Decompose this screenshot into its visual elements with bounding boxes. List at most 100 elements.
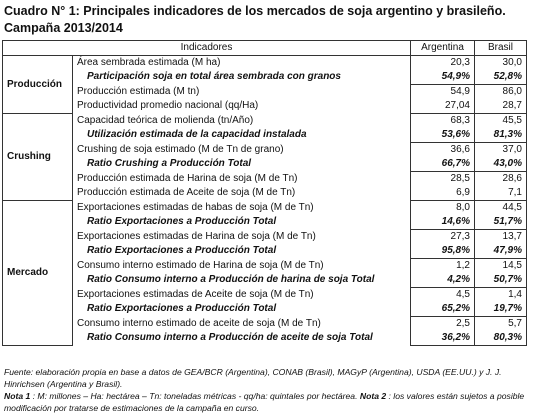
brasil-value: 44,5 [474, 200, 527, 215]
header-row: Indicadores Argentina Brasil [2, 40, 527, 56]
brasil-value: 5,7 [474, 316, 527, 331]
notes: Nota 1 : M: millones – Ha: hectárea – Tn… [4, 390, 542, 414]
indicator: Exportaciones estimadas de habas de soja… [72, 200, 411, 215]
indicator: Producción estimada de Harina de soja (M… [72, 171, 411, 186]
table-row: Producción estimada (M tn) 54,9 86,0 [3, 84, 527, 99]
brasil-value: 28,7 [474, 99, 527, 114]
indicator: Ratio Consumo interno a Producción de ha… [72, 273, 411, 288]
group-label: Crushing [2, 113, 73, 201]
table-row: Ratio Exportaciones a Producción Total 95… [3, 244, 527, 259]
group-label: Mercado [2, 200, 73, 346]
indicator: Ratio Exportaciones a Producción Total [72, 215, 411, 230]
argentina-value: 53,6% [410, 128, 475, 143]
table-row: Ratio Consumo interno a Producción de ac… [3, 331, 527, 346]
brasil-value: 13,7 [474, 229, 527, 244]
argentina-value: 1,2 [410, 258, 475, 273]
brasil-value: 52,8% [474, 70, 527, 85]
brasil-value: 30,0 [474, 55, 527, 70]
table-row: Ratio Crushing a Producción Total 66,7% 43… [3, 157, 527, 172]
brasil-value: 1,4 [474, 287, 527, 302]
source: Fuente: elaboración propia en base a dat… [4, 367, 502, 389]
brasil-value: 47,9% [474, 244, 527, 259]
indicator: Exportaciones estimadas de Harina de soj… [72, 229, 411, 244]
argentina-value: 6,9 [410, 186, 475, 201]
indicator: Utilización estimada de la capacidad ins… [72, 128, 411, 143]
indicator: Ratio Crushing a Producción Total [72, 157, 411, 172]
footer: Fuente: elaboración propia en base a dat… [4, 366, 542, 414]
indicator: Ratio Exportaciones a Producción Total [72, 244, 411, 259]
table-row: Ratio Exportaciones a Producción Total 65… [3, 302, 527, 317]
table-row: Participación soja en total área sembrad… [3, 70, 527, 85]
note-text: : los valores están sujetos a posible mo… [4, 391, 525, 413]
table-row: Producción estimada de Harina de soja (M… [3, 171, 527, 186]
argentina-value: 27,04 [410, 99, 475, 114]
indicator: Consumo interno estimado de aceite de so… [72, 316, 411, 331]
brasil-value: 28,6 [474, 171, 527, 186]
argentina-value: 4,5 [410, 287, 475, 302]
argentina-value: 4,2% [410, 273, 475, 288]
argentina-value: 54,9% [410, 70, 475, 85]
column-header: Brasil [474, 40, 527, 56]
indicator: Participación soja en total área sembrad… [72, 70, 411, 85]
indicator: Área sembrada estimada (M ha) [72, 55, 411, 70]
brasil-value: 37,0 [474, 142, 527, 157]
table-row: Consumo interno estimado de Harina de so… [3, 258, 527, 273]
argentina-value: 54,9 [410, 84, 475, 99]
table-row: Utilización estimada de la capacidad ins… [3, 128, 527, 143]
argentina-value: 68,3 [410, 113, 475, 128]
argentina-value: 65,2% [410, 302, 475, 317]
brasil-value: 7,1 [474, 186, 527, 201]
brasil-value: 43,0% [474, 157, 527, 172]
indicator: Capacidad teórica de molienda (tn/Año) [72, 113, 411, 128]
brasil-value: 51,7% [474, 215, 527, 230]
indicator: Exportaciones estimadas de Aceite de soj… [72, 287, 411, 302]
table-row: Ratio Consumo interno a Producción de ha… [3, 273, 527, 288]
title-line: Campaña 2013/2014 [4, 21, 123, 35]
indicator: Ratio Consumo interno a Producción de ac… [72, 331, 411, 346]
indicator: Consumo interno estimado de Harina de so… [72, 258, 411, 273]
argentina-value: 95,8% [410, 244, 475, 259]
argentina-value: 36,2% [410, 331, 475, 346]
argentina-value: 27,3 [410, 229, 475, 244]
indicators-table: Indicadores Argentina Brasil Producción Á… [2, 40, 527, 346]
argentina-value: 28,5 [410, 171, 475, 186]
indicator: Productividad promedio nacional (qq/Ha) [72, 99, 411, 114]
brasil-value: 81,3% [474, 128, 527, 143]
table-body: Producción Área sembrada estimada (M ha) 2… [2, 55, 527, 346]
brasil-value: 86,0 [474, 84, 527, 99]
column-header: Indicadores [2, 40, 411, 56]
argentina-value: 66,7% [410, 157, 475, 172]
title-line: Cuadro N° 1: Principales indicadores de … [4, 4, 506, 18]
indicator: Producción estimada (M tn) [72, 84, 411, 99]
brasil-value: 19,7% [474, 302, 527, 317]
table-row: Crushing Capacidad teórica de molienda (t… [2, 113, 527, 201]
table-row: Productividad promedio nacional (qq/Ha) 2… [3, 99, 527, 114]
table-row: Mercado Exportaciones estimadas de habas … [2, 200, 527, 346]
note-label: Nota 1 [4, 391, 31, 401]
group-label: Producción [2, 55, 73, 114]
table-row: Consumo interno estimado de aceite de so… [3, 316, 527, 331]
table-row: Exportaciones estimadas de Aceite de soj… [3, 287, 527, 302]
title: Cuadro N° 1: Principales indicadores de … [4, 3, 506, 37]
indicator: Crushing de soja estimado (M de Tn de gr… [72, 142, 411, 157]
argentina-value: 20,3 [410, 55, 475, 70]
table-row: Crushing de soja estimado (M de Tn de gr… [3, 142, 527, 157]
column-header: Argentina [410, 40, 475, 56]
argentina-value: 36,6 [410, 142, 475, 157]
table-row: Producción Área sembrada estimada (M ha) 2… [2, 55, 527, 114]
brasil-value: 80,3% [474, 331, 527, 346]
table-row: Producción estimada de Aceite de soja (M… [3, 186, 527, 201]
brasil-value: 50,7% [474, 273, 527, 288]
note-label: Nota 2 [359, 391, 387, 401]
indicator: Producción estimada de Aceite de soja (M… [72, 186, 411, 201]
brasil-value: 14,5 [474, 258, 527, 273]
note-text: : M: millones – Ha: hectárea – Tn: tonel… [32, 391, 358, 401]
table-row: Exportaciones estimadas de Harina de soj… [3, 229, 527, 244]
table-row: Ratio Exportaciones a Producción Total 14… [3, 215, 527, 230]
brasil-value: 45,5 [474, 113, 527, 128]
indicator: Ratio Exportaciones a Producción Total [72, 302, 411, 317]
argentina-value: 2,5 [410, 316, 475, 331]
argentina-value: 8,0 [410, 200, 475, 215]
argentina-value: 14,6% [410, 215, 475, 230]
